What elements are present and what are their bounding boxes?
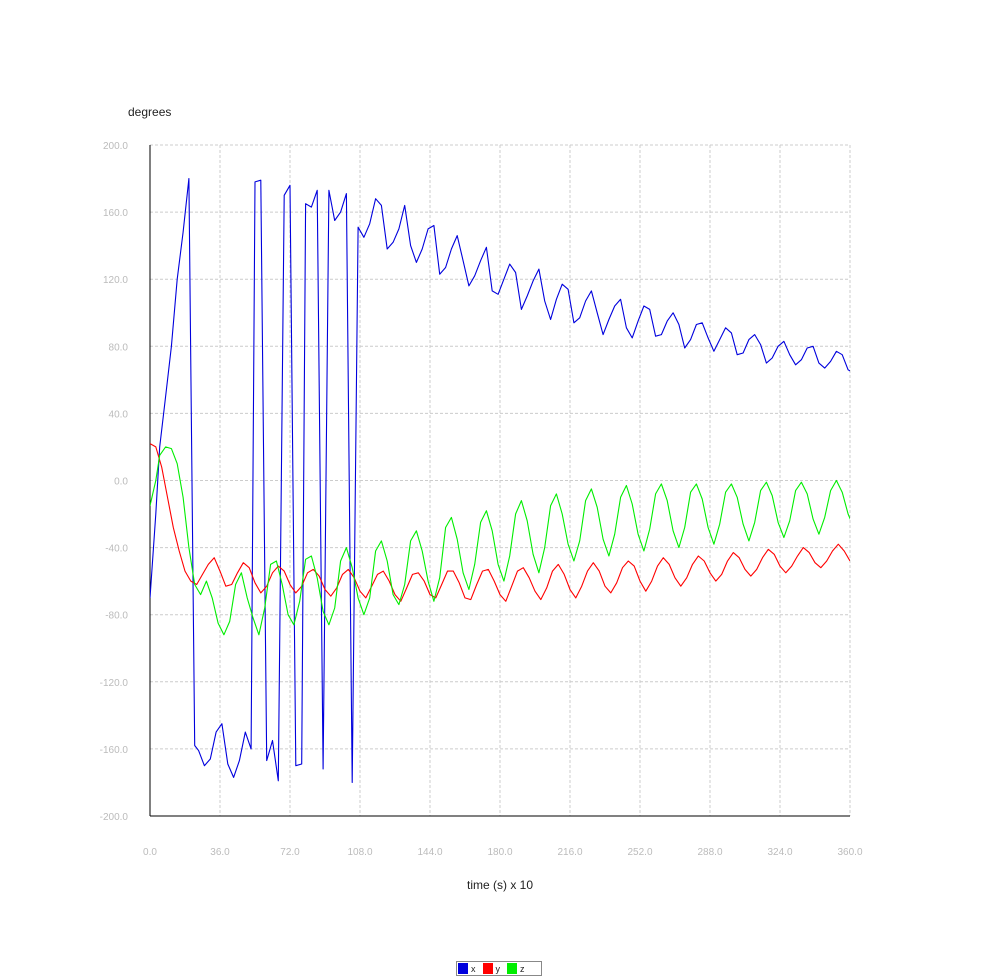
y-tick-label: 120.0 — [103, 275, 128, 286]
x-tick-label: 0.0 — [143, 847, 157, 858]
y-tick-label: 40.0 — [109, 409, 129, 420]
y-tick-label: -80.0 — [105, 611, 128, 622]
legend-swatch — [507, 963, 517, 974]
y-tick-label: -160.0 — [100, 745, 129, 756]
y-tick-label: -40.0 — [105, 544, 128, 555]
y-tick-label: 80.0 — [109, 342, 129, 353]
legend-item-z: z — [507, 963, 525, 974]
x-tick-label: 360.0 — [837, 847, 862, 858]
x-tick-label: 216.0 — [557, 847, 582, 858]
y-tick-label: 200.0 — [103, 141, 128, 152]
x-tick-label: 288.0 — [697, 847, 722, 858]
x-tick-label: 144.0 — [417, 847, 442, 858]
series-line-y — [150, 443, 850, 602]
y-axis-label: degrees — [128, 105, 171, 119]
legend-label: z — [520, 963, 525, 974]
tick-labels: 0.0 36.0 72.0 108.0 144.0 180.0 216.0 252.0 288.… — [100, 141, 863, 858]
x-tick-label: 36.0 — [210, 847, 230, 858]
legend-item-y: y — [482, 963, 501, 974]
x-tick-label: 324.0 — [767, 847, 792, 858]
series-line-x — [150, 178, 850, 784]
legend-swatch — [482, 963, 493, 974]
series-line-z — [150, 446, 850, 636]
legend-label: x — [471, 963, 476, 974]
x-tick-label: 72.0 — [280, 847, 300, 858]
x-tick-label: 252.0 — [627, 847, 652, 858]
legend-label: y — [495, 963, 501, 974]
y-tick-label: 0.0 — [114, 477, 128, 488]
y-tick-label: 160.0 — [103, 208, 128, 219]
legend-swatch — [458, 963, 468, 974]
x-tick-label: 180.0 — [487, 847, 512, 858]
axes — [149, 145, 850, 817]
y-tick-label: -120.0 — [100, 678, 129, 689]
x-tick-label: 108.0 — [347, 847, 372, 858]
y-tick-label: -200.0 — [100, 812, 129, 823]
x-axis-label: time (s) x 10 — [467, 878, 533, 892]
legend-item-x: x — [458, 963, 476, 974]
legend: x y z — [456, 961, 542, 976]
series-group — [150, 178, 850, 784]
